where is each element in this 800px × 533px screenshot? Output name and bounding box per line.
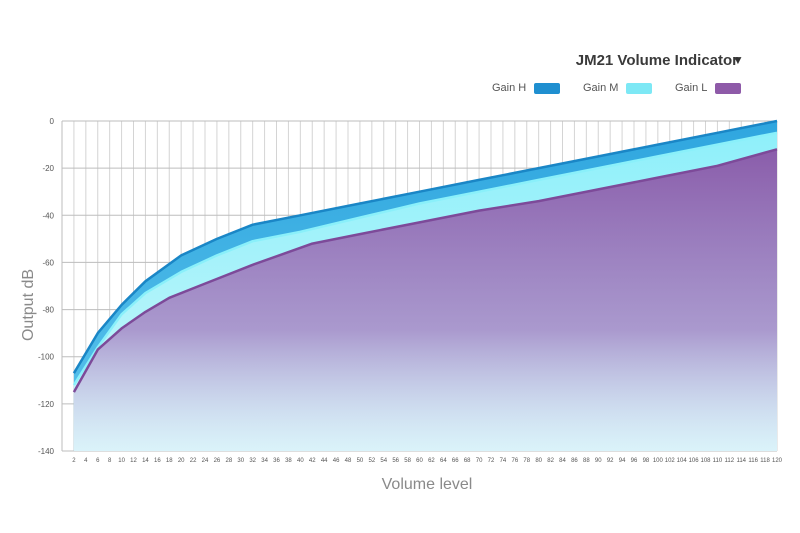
x-tick-label: 40 <box>297 458 304 464</box>
x-tick-label: 20 <box>178 458 185 464</box>
x-tick-label: 120 <box>772 458 783 464</box>
x-tick-label: 26 <box>214 458 221 464</box>
x-tick-label: 68 <box>464 458 471 464</box>
x-tick-label: 92 <box>607 458 614 464</box>
x-tick-label: 74 <box>500 458 507 464</box>
x-tick-label: 8 <box>108 458 112 464</box>
legend-swatch <box>534 82 561 94</box>
x-tick-label: 66 <box>452 458 459 464</box>
x-tick-label: 4 <box>84 458 88 464</box>
legend-swatch <box>715 82 742 94</box>
series-line-gain-l <box>72 148 778 393</box>
x-tick-label: 80 <box>535 458 542 464</box>
x-tick-label: 106 <box>689 458 700 464</box>
x-tick-label: 24 <box>202 458 209 464</box>
x-tick-label: 36 <box>273 458 280 464</box>
series-area-gain-l <box>73 149 777 452</box>
x-tick-label: 22 <box>190 458 197 464</box>
x-tick-label: 18 <box>166 458 173 464</box>
x-tick-labels: 2 4 6 8 10 12 14 16 18 20 22 24 26 28 30 32 34 36 38 40 42 44… <box>72 458 782 464</box>
x-tick-label: 112 <box>725 458 735 464</box>
y-tick-label: -100 <box>38 353 55 362</box>
x-tick-label: 62 <box>428 458 435 464</box>
x-tick-label: 72 <box>488 458 495 464</box>
y-tick-label: -120 <box>38 400 55 409</box>
x-tick-label: 28 <box>225 458 232 464</box>
series-line-gain-m <box>72 131 778 386</box>
x-tick-label: 118 <box>760 458 770 464</box>
x-tick-label: 114 <box>736 458 746 464</box>
x-tick-label: 32 <box>249 458 256 464</box>
y-axis-label: Output dB <box>20 269 37 341</box>
chart-title[interactable]: JM21 Volume Indicator <box>575 52 738 69</box>
x-tick-label: 90 <box>595 458 602 464</box>
x-tick-label: 108 <box>700 458 711 464</box>
x-tick-label: 70 <box>476 458 483 464</box>
x-tick-label: 58 <box>404 458 411 464</box>
x-tick-label: 14 <box>142 458 149 464</box>
x-tick-label: 60 <box>416 458 423 464</box>
y-tick-label: 0 <box>50 117 55 126</box>
x-tick-label: 96 <box>631 458 638 464</box>
x-tick-label: 2 <box>72 458 76 464</box>
x-tick-label: 54 <box>380 458 387 464</box>
x-tick-label: 104 <box>677 458 688 464</box>
y-tick-label: -80 <box>42 306 54 315</box>
x-axis-label: Volume level <box>382 476 473 493</box>
series-areas <box>72 119 778 452</box>
legend-swatch <box>626 82 653 94</box>
x-tick-label: 78 <box>523 458 530 464</box>
x-tick-label: 46 <box>333 458 340 464</box>
x-tick-label: 100 <box>653 458 664 464</box>
legend-label: Gain M <box>583 82 619 94</box>
y-tick-label: -20 <box>42 164 54 173</box>
x-tick-label: 48 <box>345 458 352 464</box>
x-tick-label: 82 <box>547 458 554 464</box>
x-tick-label: 6 <box>96 458 100 464</box>
x-tick-label: 116 <box>748 458 758 464</box>
x-tick-label: 98 <box>643 458 650 464</box>
x-tick-label: 76 <box>511 458 518 464</box>
y-tick-labels: 0 -20 -40 -60 -80 -100 -120 -140 <box>38 117 55 456</box>
x-tick-label: 102 <box>665 458 676 464</box>
x-tick-label: 64 <box>440 458 447 464</box>
legend-label: Gain H <box>492 82 527 94</box>
y-tick-label: -140 <box>38 447 55 456</box>
chart-header: JM21 Volume Indicator ▼ Gain H Gain M Ga… <box>0 0 800 110</box>
x-tick-label: 38 <box>285 458 292 464</box>
x-tick-label: 88 <box>583 458 590 464</box>
x-tick-label: 42 <box>309 458 316 464</box>
x-tick-label: 30 <box>237 458 244 464</box>
x-tick-label: 44 <box>321 458 328 464</box>
x-tick-label: 16 <box>154 458 161 464</box>
x-tick-label: 12 <box>130 458 137 464</box>
x-tick-label: 86 <box>571 458 578 464</box>
dropdown-caret-icon[interactable]: ▼ <box>732 53 744 67</box>
x-tick-label: 84 <box>559 458 566 464</box>
legend-item-gain-l: Gain L <box>675 80 742 96</box>
x-tick-label: 34 <box>261 458 268 464</box>
legend-item-gain-m: Gain M <box>583 80 653 96</box>
x-tick-label: 110 <box>713 458 723 464</box>
legend-label: Gain L <box>675 82 708 94</box>
series-line-gain-h <box>72 119 778 374</box>
x-tick-label: 10 <box>118 458 125 464</box>
x-tick-label: 52 <box>368 458 375 464</box>
x-tick-label: 56 <box>392 458 399 464</box>
y-tick-label: -40 <box>42 211 54 220</box>
x-tick-label: 50 <box>357 458 364 464</box>
x-tick-label: 94 <box>619 458 626 464</box>
y-tick-label: -60 <box>42 258 54 267</box>
legend-item-gain-h: Gain H <box>492 80 561 96</box>
